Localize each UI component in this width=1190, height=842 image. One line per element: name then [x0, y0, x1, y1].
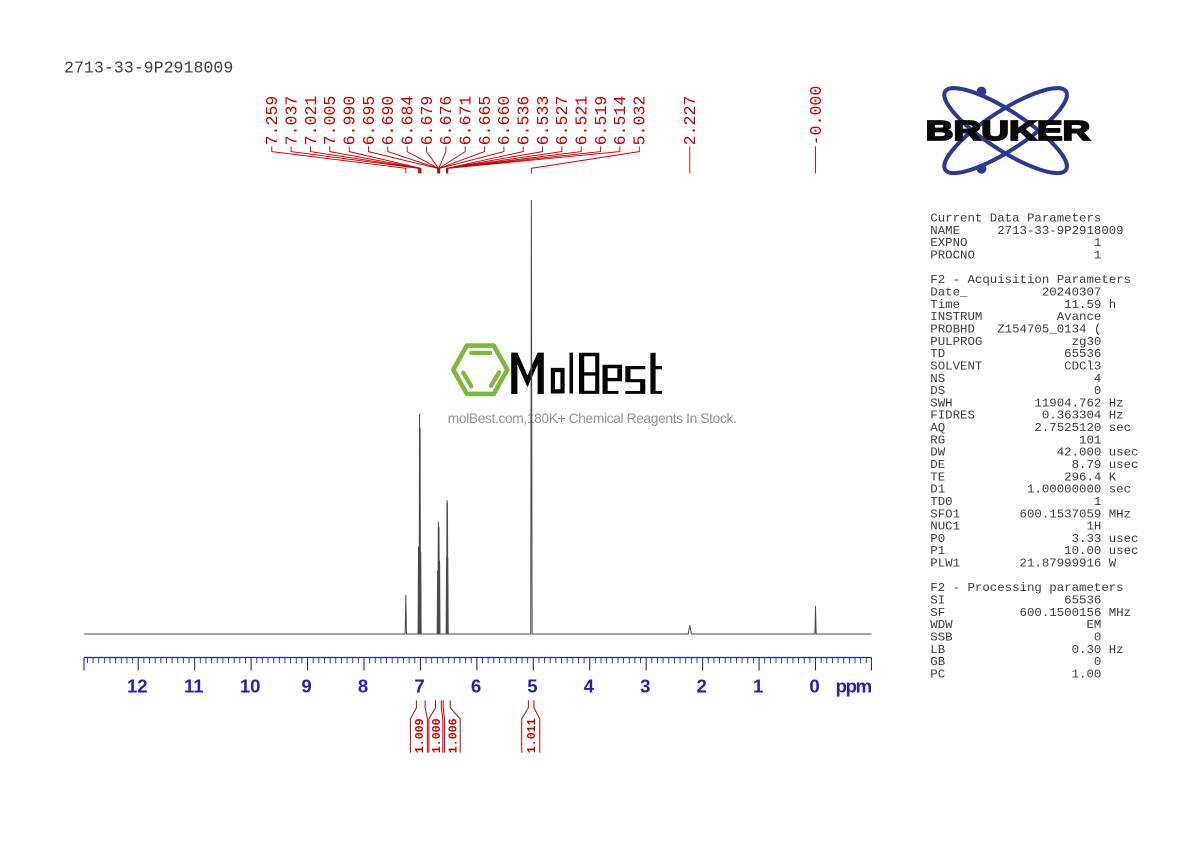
- svg-text:PROBHD Z154705_0134 (: PROBHD Z154705_0134 (: [930, 323, 1101, 337]
- svg-text:LB 0.30 Hz: LB 0.30 Hz: [930, 643, 1123, 657]
- svg-text:GB 0: GB 0: [930, 655, 1101, 669]
- svg-text:6.690: 6.690: [379, 96, 398, 146]
- svg-text:TE 296.4 K: TE 296.4 K: [930, 470, 1116, 484]
- svg-text:Date_ 20240307: Date_ 20240307: [930, 286, 1101, 300]
- svg-text:6.665: 6.665: [476, 96, 495, 146]
- svg-text:1.006: 1.006: [448, 718, 461, 753]
- svg-text:DE 8.79 usec: DE 8.79 usec: [930, 458, 1138, 472]
- svg-text:6.990: 6.990: [341, 96, 360, 146]
- svg-text:11: 11: [184, 675, 204, 696]
- svg-text:F2 - Acquisition Parameters: F2 - Acquisition Parameters: [930, 273, 1131, 287]
- svg-text:EXPNO 1: EXPNO 1: [930, 236, 1101, 250]
- svg-text:7: 7: [414, 675, 424, 696]
- svg-text:0: 0: [809, 675, 819, 696]
- svg-text:SWH 11904.762 Hz: SWH 11904.762 Hz: [930, 396, 1123, 410]
- svg-text:6.519: 6.519: [592, 96, 611, 146]
- svg-text:TD 65536: TD 65536: [930, 347, 1101, 361]
- svg-text:6.684: 6.684: [399, 96, 418, 146]
- svg-text:PULPROG zg30: PULPROG zg30: [930, 335, 1101, 349]
- svg-text:2.227: 2.227: [681, 96, 700, 146]
- svg-text:P1 10.00 usec: P1 10.00 usec: [930, 544, 1138, 558]
- svg-text:6.536: 6.536: [515, 96, 534, 146]
- svg-text:INSTRUM Avance: INSTRUM Avance: [930, 310, 1101, 324]
- svg-text:6.695: 6.695: [360, 96, 379, 146]
- svg-text:SF 600.1500156 MHz: SF 600.1500156 MHz: [930, 606, 1131, 620]
- svg-text:6.660: 6.660: [495, 96, 514, 146]
- svg-text:7.037: 7.037: [282, 96, 301, 146]
- svg-text:NS 4: NS 4: [930, 372, 1101, 386]
- svg-text:TD0 1: TD0 1: [930, 495, 1101, 509]
- svg-text:6.671: 6.671: [457, 96, 476, 146]
- svg-text:1.000: 1.000: [431, 718, 444, 753]
- svg-text:Current Data Parameters: Current Data Parameters: [930, 212, 1101, 226]
- svg-text:SI 65536: SI 65536: [930, 594, 1101, 608]
- svg-text:8: 8: [358, 675, 368, 696]
- svg-text:RG 101: RG 101: [930, 433, 1101, 447]
- svg-text:F2 - Processing parameters: F2 - Processing parameters: [930, 581, 1123, 595]
- svg-text:PROCNO 1: PROCNO 1: [930, 249, 1101, 263]
- svg-text:BRUKER: BRUKER: [926, 116, 1091, 146]
- svg-text:6.533: 6.533: [534, 96, 553, 146]
- svg-text:PC 1.00: PC 1.00: [930, 667, 1101, 681]
- svg-text:6.679: 6.679: [418, 96, 437, 146]
- svg-text:6: 6: [471, 675, 481, 696]
- svg-text:AQ 2.7525120 sec: AQ 2.7525120 sec: [930, 421, 1131, 435]
- svg-text:10: 10: [240, 675, 261, 696]
- svg-text:D1 1.00000000 sec: D1 1.00000000 sec: [930, 483, 1131, 497]
- svg-text:9: 9: [301, 675, 311, 696]
- svg-text:1.009: 1.009: [414, 718, 427, 753]
- svg-text:PLW1 21.87999916 W: PLW1 21.87999916 W: [930, 557, 1116, 571]
- svg-text:7.259: 7.259: [263, 96, 282, 146]
- svg-text:6.521: 6.521: [573, 96, 592, 146]
- svg-text:6.514: 6.514: [611, 96, 630, 146]
- svg-text:1: 1: [753, 675, 763, 696]
- svg-text:molBest.com,180K+ Chemical Rea: molBest.com,180K+ Chemical Reagents In S…: [448, 411, 737, 426]
- svg-text:NAME 2713-33-9P2918009: NAME 2713-33-9P2918009: [930, 224, 1123, 238]
- svg-text:ppm: ppm: [836, 675, 872, 696]
- svg-text:Time 11.59 h: Time 11.59 h: [930, 298, 1116, 312]
- svg-text:SSB 0: SSB 0: [930, 631, 1101, 645]
- svg-text:5: 5: [527, 675, 537, 696]
- svg-text:WDW EM: WDW EM: [930, 618, 1101, 632]
- svg-text:2: 2: [697, 675, 707, 696]
- svg-text:-0.000: -0.000: [807, 86, 826, 146]
- svg-text:6.527: 6.527: [553, 96, 572, 146]
- svg-text:FIDRES 0.363304 Hz: FIDRES 0.363304 Hz: [930, 409, 1123, 423]
- svg-text:12: 12: [127, 675, 148, 696]
- svg-text:SOLVENT CDCl3: SOLVENT CDCl3: [930, 359, 1101, 373]
- svg-text:3: 3: [640, 675, 650, 696]
- svg-text:DS 0: DS 0: [930, 384, 1101, 398]
- svg-text:6.676: 6.676: [437, 96, 456, 146]
- svg-text:7.005: 7.005: [321, 96, 340, 146]
- svg-text:1.011: 1.011: [526, 718, 539, 753]
- svg-text:4: 4: [584, 675, 595, 696]
- svg-text:P0 3.33 usec: P0 3.33 usec: [930, 532, 1138, 546]
- svg-text:7.021: 7.021: [302, 96, 321, 146]
- svg-text:2713-33-9P2918009: 2713-33-9P2918009: [64, 59, 233, 78]
- svg-text:DW 42.000 usec: DW 42.000 usec: [930, 446, 1138, 460]
- svg-text:NUC1 1H: NUC1 1H: [930, 520, 1101, 534]
- svg-text:5.032: 5.032: [631, 96, 650, 146]
- svg-text:SFO1 600.1537059 MHz: SFO1 600.1537059 MHz: [930, 507, 1131, 521]
